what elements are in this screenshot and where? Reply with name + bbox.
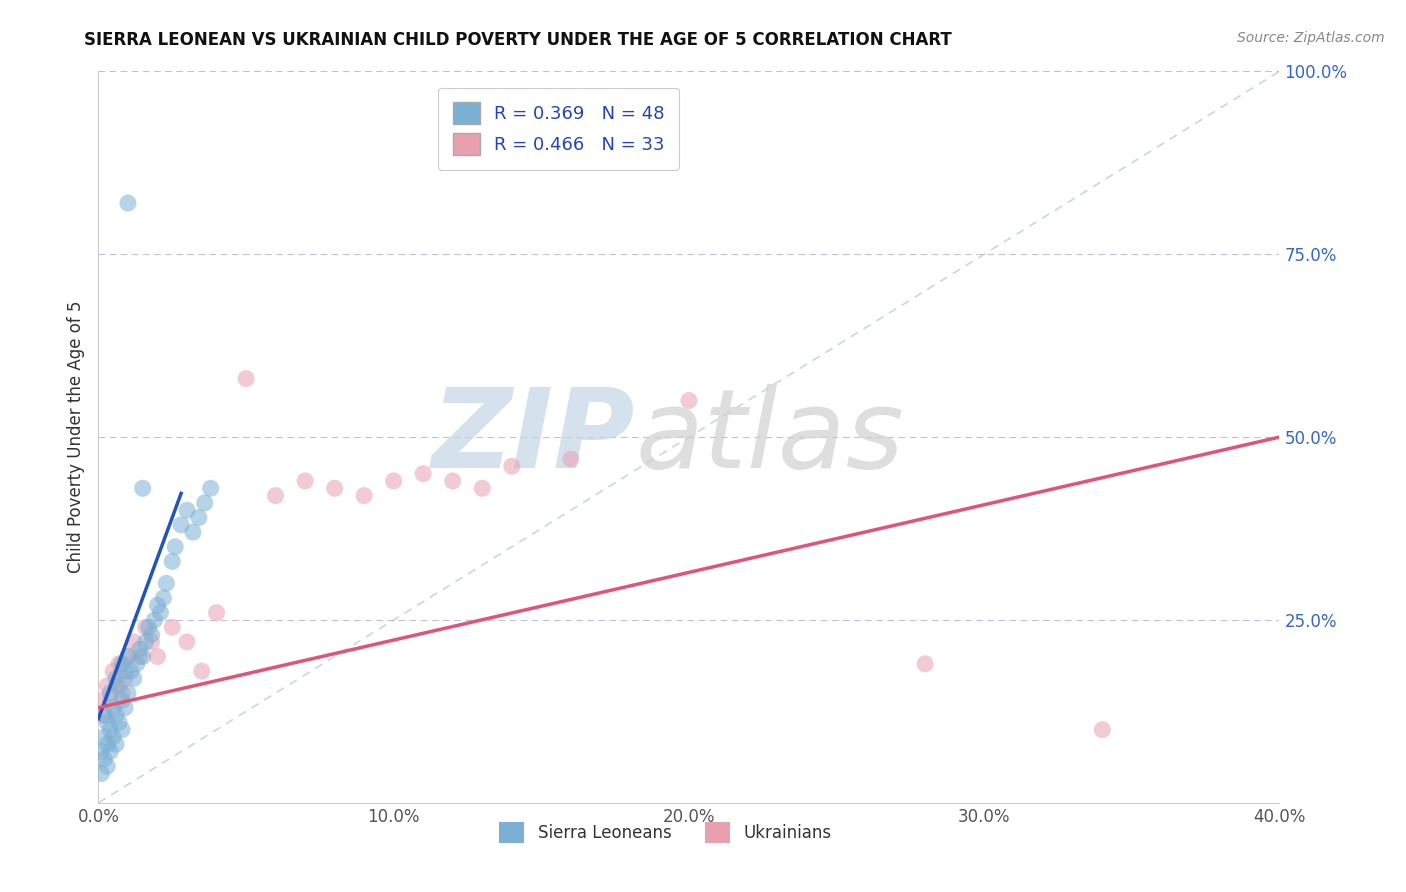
Point [162,554,183,568]
Point [132,481,155,495]
Point [122,672,145,686]
Point [93,752,115,766]
Point [471,481,494,495]
Point [111,657,134,671]
Point [98,686,121,700]
Point [103,700,125,714]
Point [114,664,136,678]
Text: SIERRA LEONEAN VS UKRAINIAN CHILD POVERTY UNDER THE AGE OF 5 CORRELATION CHART: SIERRA LEONEAN VS UKRAINIAN CHILD POVERT… [84,31,952,49]
Y-axis label: Child Poverty Under the Age of 5: Child Poverty Under the Age of 5 [66,301,84,574]
Point [200,481,222,495]
Point [105,737,128,751]
Point [264,489,287,503]
Point [96,679,118,693]
Point [323,481,346,495]
Point [122,635,145,649]
Point [105,679,128,693]
Point [117,196,139,211]
Point [141,627,163,641]
Point [170,517,193,532]
Point [111,693,134,707]
Point [135,635,157,649]
Point [108,657,131,671]
Point [93,708,115,723]
Point [93,730,115,744]
Point [138,620,160,634]
Point [176,503,198,517]
Point [152,591,174,605]
Point [105,672,128,686]
Point [90,693,112,707]
Point [146,599,169,613]
Point [194,496,217,510]
Point [111,723,134,737]
Point [111,686,134,700]
Point [132,649,155,664]
Point [165,540,187,554]
Point [103,730,125,744]
Point [155,576,177,591]
Point [98,745,121,759]
Text: atlas: atlas [636,384,904,491]
Point [135,620,157,634]
Point [141,635,163,649]
Point [103,664,125,678]
Text: ZIP: ZIP [432,384,636,491]
Point [98,693,121,707]
Point [128,642,150,657]
Point [105,708,128,723]
Point [108,679,131,693]
Point [678,393,700,408]
Point [96,759,118,773]
Point [382,474,405,488]
Point [914,657,936,671]
Point [117,649,139,664]
Point [149,606,172,620]
Point [353,489,375,503]
Point [441,474,464,488]
Point [162,620,183,634]
Point [501,459,523,474]
Point [181,525,204,540]
Point [98,723,121,737]
Point [560,452,582,467]
Point [412,467,434,481]
Point [187,510,209,524]
Point [117,649,139,664]
Point [108,715,131,730]
Point [176,635,198,649]
Point [1091,723,1114,737]
Point [120,664,142,678]
Point [125,657,148,671]
Point [235,371,257,385]
Point [114,700,136,714]
Point [191,664,214,678]
Point [146,649,169,664]
Point [96,737,118,751]
Point [96,715,118,730]
Point [93,708,115,723]
Legend: Sierra Leoneans, Ukrainians: Sierra Leoneans, Ukrainians [492,815,838,849]
Text: Source: ZipAtlas.com: Source: ZipAtlas.com [1237,31,1385,45]
Point [90,766,112,780]
Point [143,613,166,627]
Point [90,745,112,759]
Point [294,474,316,488]
Point [128,649,150,664]
Point [114,672,136,686]
Point [205,606,228,620]
Point [117,686,139,700]
